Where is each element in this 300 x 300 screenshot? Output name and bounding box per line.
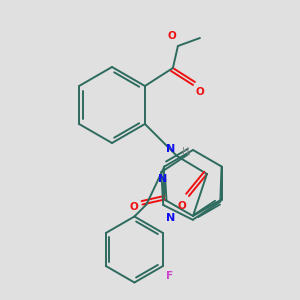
Text: N: N (166, 213, 176, 223)
Text: O: O (196, 87, 205, 97)
Text: N: N (166, 144, 175, 154)
Text: H: H (182, 147, 189, 157)
Text: N: N (158, 175, 167, 184)
Text: O: O (130, 202, 138, 212)
Text: O: O (177, 201, 186, 211)
Text: F: F (166, 271, 173, 281)
Text: O: O (167, 31, 176, 41)
